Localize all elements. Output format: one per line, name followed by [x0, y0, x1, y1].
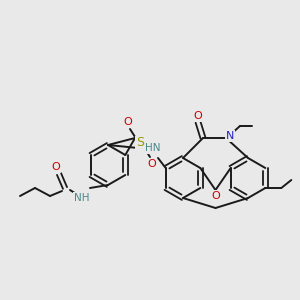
Text: S: S [136, 136, 144, 149]
Text: O: O [124, 117, 132, 127]
Text: O: O [194, 111, 202, 121]
Text: N: N [226, 131, 234, 141]
Text: O: O [211, 191, 220, 201]
Text: O: O [194, 111, 202, 121]
Text: HN: HN [145, 143, 161, 153]
Text: O: O [148, 159, 156, 169]
Text: NH: NH [74, 193, 90, 203]
Text: N: N [226, 131, 234, 141]
Text: O: O [148, 159, 156, 169]
Text: S: S [136, 136, 144, 149]
Text: HN: HN [145, 143, 161, 153]
Text: O: O [52, 162, 60, 172]
Text: O: O [211, 191, 220, 201]
Text: NH: NH [74, 193, 90, 203]
Text: O: O [52, 162, 60, 172]
Text: O: O [124, 117, 132, 127]
